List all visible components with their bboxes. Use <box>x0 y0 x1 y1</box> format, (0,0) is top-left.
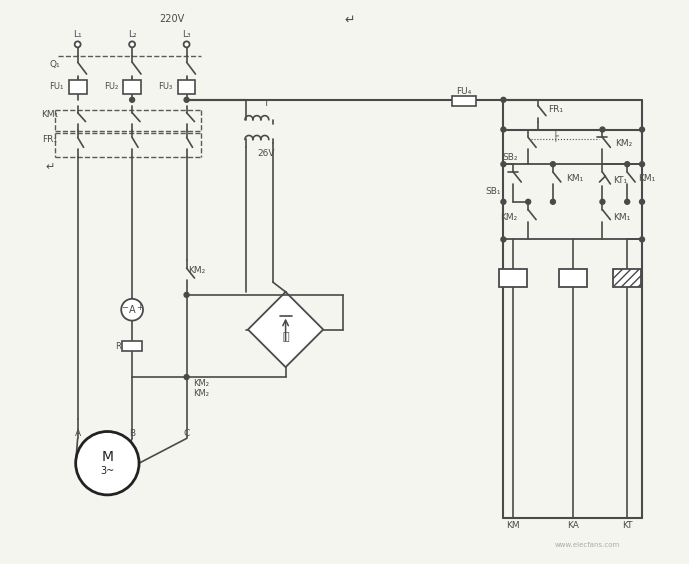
Text: KA: KA <box>567 521 579 530</box>
Circle shape <box>130 98 134 102</box>
Bar <box>122 341 142 351</box>
Circle shape <box>639 162 644 166</box>
Text: FU₄: FU₄ <box>456 87 471 96</box>
Text: L₁: L₁ <box>73 30 82 39</box>
Text: KT₁: KT₁ <box>613 175 627 184</box>
Circle shape <box>501 199 506 204</box>
Text: FR₁: FR₁ <box>548 105 564 114</box>
Circle shape <box>526 199 531 204</box>
Text: KM₁: KM₁ <box>41 110 59 119</box>
Bar <box>613 269 641 287</box>
Text: KM₁: KM₁ <box>566 174 584 183</box>
Circle shape <box>184 292 189 297</box>
Circle shape <box>600 199 605 204</box>
Text: SB₁: SB₁ <box>486 187 502 196</box>
Text: KM₂: KM₂ <box>194 380 209 389</box>
Text: ↵: ↵ <box>344 14 356 27</box>
Circle shape <box>501 162 506 166</box>
Circle shape <box>639 127 644 132</box>
Text: KM₁: KM₁ <box>614 213 631 222</box>
Text: FR₁: FR₁ <box>43 135 57 144</box>
Text: SB₂: SB₂ <box>502 153 518 162</box>
Text: B: B <box>129 429 135 438</box>
Text: 220V: 220V <box>159 14 185 24</box>
Circle shape <box>551 199 555 204</box>
Text: R: R <box>115 342 121 351</box>
Text: KM₂: KM₂ <box>500 213 517 222</box>
Text: A: A <box>129 305 136 315</box>
Circle shape <box>501 98 506 102</box>
Text: 26V: 26V <box>257 149 274 158</box>
Polygon shape <box>248 292 323 367</box>
Circle shape <box>551 162 555 166</box>
Text: L₂: L₂ <box>127 30 136 39</box>
Text: C: C <box>183 429 189 438</box>
Circle shape <box>76 431 139 495</box>
Circle shape <box>74 41 81 47</box>
Bar <box>559 269 586 287</box>
Circle shape <box>625 199 630 204</box>
Text: KM₂: KM₂ <box>615 139 633 148</box>
Text: www.elecfans.com: www.elecfans.com <box>555 543 620 548</box>
Bar <box>69 80 87 94</box>
Text: ├: ├ <box>553 130 559 142</box>
Circle shape <box>501 237 506 242</box>
Bar <box>178 80 196 94</box>
Text: FU₃: FU₃ <box>158 82 173 91</box>
Text: KM₂: KM₂ <box>188 266 205 275</box>
Text: FU₁: FU₁ <box>50 82 64 91</box>
Bar <box>500 269 527 287</box>
Text: A: A <box>74 429 81 438</box>
Circle shape <box>184 374 189 380</box>
Circle shape <box>501 127 506 132</box>
Text: KT: KT <box>622 521 633 530</box>
Circle shape <box>639 237 644 242</box>
Text: −: − <box>121 303 127 312</box>
Text: T: T <box>263 99 269 108</box>
Bar <box>123 80 141 94</box>
Text: L₃: L₃ <box>183 30 191 39</box>
Bar <box>452 96 475 106</box>
Circle shape <box>121 299 143 320</box>
Circle shape <box>183 41 189 47</box>
Text: M: M <box>101 450 114 464</box>
Text: ↵: ↵ <box>45 162 54 172</box>
Text: KM: KM <box>506 521 520 530</box>
Text: KM₂: KM₂ <box>194 389 209 398</box>
Text: 3~: 3~ <box>100 466 114 476</box>
Circle shape <box>184 98 189 102</box>
Text: +: + <box>136 303 143 312</box>
Circle shape <box>639 199 644 204</box>
Text: 本: 本 <box>282 332 289 342</box>
Text: FU₂: FU₂ <box>104 82 119 91</box>
Circle shape <box>600 127 605 132</box>
Text: Q₁: Q₁ <box>50 60 60 69</box>
Circle shape <box>625 162 630 166</box>
Circle shape <box>129 41 135 47</box>
Text: KM₁: KM₁ <box>639 174 656 183</box>
